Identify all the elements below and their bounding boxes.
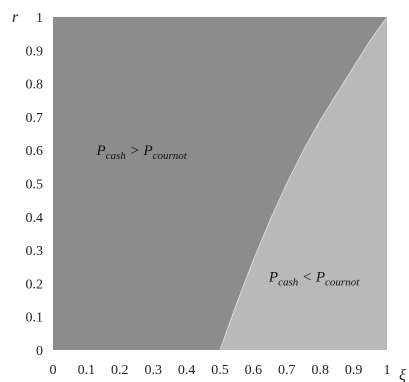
y-tick-label: 0.4 <box>26 211 44 226</box>
x-tick-label: 1 <box>384 363 391 378</box>
x-tick-label: 0.2 <box>111 363 129 378</box>
region-cash-less-than-cournot <box>220 17 387 350</box>
label-p-cournot: P <box>315 270 325 286</box>
y-tick-label: 0.1 <box>26 311 44 326</box>
y-tick-label: 0.5 <box>26 178 44 193</box>
y-tick-label: 0.7 <box>26 111 44 126</box>
label-sub-cash: cash <box>278 277 299 289</box>
x-tick-label: 0.5 <box>211 363 229 378</box>
x-tick-label: 0.7 <box>278 363 296 378</box>
region-label-cash-greater-than-cournot: Pcash > Pcournot <box>95 143 187 162</box>
y-tick-label: 0 <box>36 344 43 359</box>
label-sub-cournot: cournot <box>325 277 360 289</box>
x-axis-label: ξ <box>399 367 406 382</box>
y-axis-label: r <box>12 9 19 26</box>
label-p-cash: P <box>95 143 105 159</box>
label-p-cash: P <box>268 270 278 286</box>
x-tick-label: 0.6 <box>245 363 263 378</box>
boundary-curve <box>219 16 388 351</box>
label-p-cournot: P <box>142 143 152 159</box>
region-cash-greater-than-cournot <box>53 17 387 350</box>
y-tick-label: 1 <box>36 11 43 26</box>
label-sub-cash: cash <box>106 150 127 162</box>
x-tick-label: 0 <box>50 363 57 378</box>
plot-area <box>53 16 388 351</box>
y-tick-label: 0.6 <box>26 144 44 159</box>
label-sub-cournot: cournot <box>153 150 188 162</box>
y-tick-label: 0.9 <box>26 44 44 59</box>
x-tick-label: 0.3 <box>144 363 162 378</box>
label-operator: > <box>126 143 144 159</box>
label-operator: < <box>298 270 316 286</box>
x-axis-ticks: 0 0.1 0.2 0.3 0.4 0.5 0.6 0.7 0.8 0.9 1 <box>50 363 391 378</box>
region-label-cash-less-than-cournot: Pcash < Pcournot <box>268 270 360 289</box>
y-tick-label: 0.8 <box>26 78 44 93</box>
y-axis-ticks: 0 0.1 0.2 0.3 0.4 0.5 0.6 0.7 0.8 0.9 1 <box>26 11 44 359</box>
x-tick-label: 0.8 <box>311 363 329 378</box>
x-tick-label: 0.4 <box>178 363 196 378</box>
y-tick-label: 0.3 <box>26 244 44 259</box>
x-tick-label: 0.9 <box>345 363 363 378</box>
x-tick-label: 0.1 <box>78 363 96 378</box>
y-tick-label: 0.2 <box>26 277 44 292</box>
